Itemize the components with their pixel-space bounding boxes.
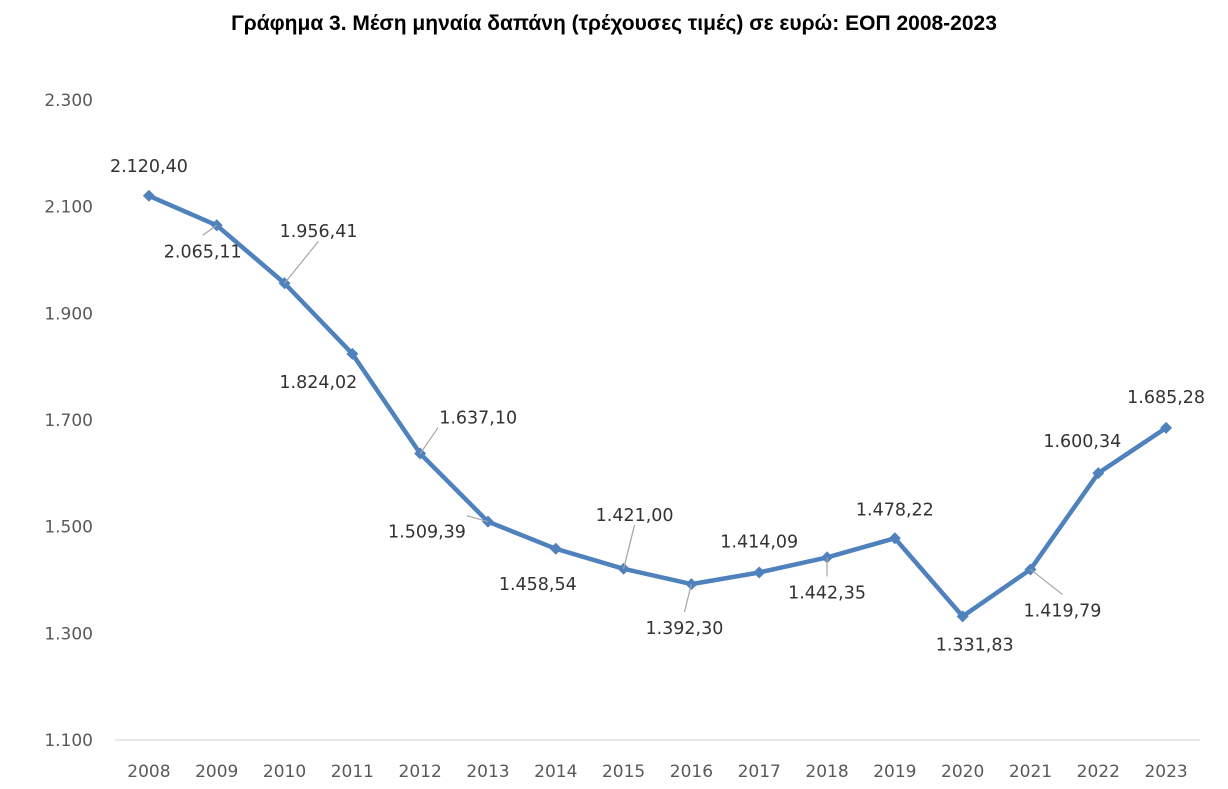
data-label: 2.065,11 (164, 242, 242, 262)
data-label: 1.956,41 (280, 222, 358, 242)
data-point-marker (956, 610, 969, 623)
x-tick-label: 2023 (1144, 762, 1187, 782)
data-label: 1.685,28 (1127, 388, 1205, 408)
y-tick-label: 1.500 (44, 518, 93, 538)
leader-line (202, 224, 218, 236)
leader-line (683, 583, 692, 613)
data-label: 1.331,83 (936, 635, 1014, 655)
data-label: 1.421,00 (596, 506, 674, 526)
data-label: 1.442,35 (788, 583, 866, 603)
leader-line (419, 427, 439, 454)
leader-line (466, 515, 489, 523)
x-tick-label: 2017 (738, 762, 781, 782)
data-label: 2.120,40 (110, 157, 188, 177)
leader-line (284, 240, 319, 284)
data-label: 1.478,22 (856, 500, 934, 520)
x-tick-label: 2012 (399, 762, 442, 782)
data-point-marker (1092, 467, 1105, 480)
x-tick-label: 2015 (602, 762, 645, 782)
data-point-marker (549, 542, 562, 555)
x-tick-label: 2018 (805, 762, 848, 782)
data-label: 1.509,39 (388, 523, 466, 543)
data-point-marker (753, 566, 766, 579)
x-tick-label: 2010 (263, 762, 306, 782)
data-label: 1.414,09 (720, 532, 798, 552)
x-tick-label: 2008 (127, 762, 170, 782)
y-tick-label: 1.100 (44, 731, 93, 751)
y-tick-label: 1.700 (44, 411, 93, 431)
data-point-marker (888, 532, 901, 545)
data-point-marker (1160, 421, 1173, 434)
series-line (146, 193, 1169, 619)
y-tick-label: 1.900 (44, 304, 93, 324)
leader-line (1030, 568, 1063, 595)
y-tick-label: 1.300 (44, 624, 93, 644)
data-label: 1.637,10 (439, 409, 517, 429)
y-tick-label: 2.100 (44, 198, 93, 218)
data-label: 1.419,79 (1024, 601, 1102, 621)
data-label: 1.392,30 (645, 619, 723, 639)
leader-line (623, 524, 636, 569)
x-tick-label: 2011 (331, 762, 374, 782)
x-tick-label: 2016 (670, 762, 713, 782)
x-tick-label: 2022 (1077, 762, 1120, 782)
x-tick-label: 2020 (941, 762, 984, 782)
x-tick-label: 2019 (873, 762, 916, 782)
data-label: 1.824,02 (279, 373, 357, 393)
x-tick-label: 2021 (1009, 762, 1052, 782)
y-tick-label: 2.300 (44, 91, 93, 111)
x-tick-label: 2009 (195, 762, 238, 782)
chart-title: Γράφημα 3. Μέση μηναία δαπάνη (τρέχουσες… (231, 12, 997, 35)
data-point-marker (346, 347, 359, 360)
x-tick-label: 2014 (534, 762, 577, 782)
data-point-marker (142, 189, 155, 202)
data-label: 1.600,34 (1043, 432, 1121, 452)
data-label: 1.458,54 (499, 575, 577, 595)
x-tick-label: 2013 (466, 762, 509, 782)
